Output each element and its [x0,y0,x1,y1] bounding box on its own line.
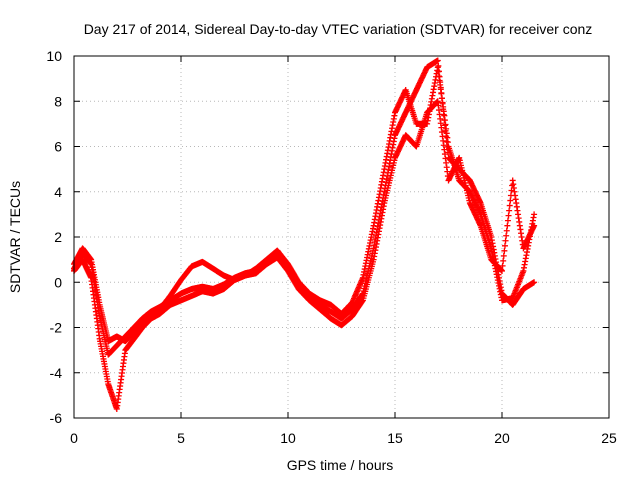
x-tick-label: 0 [70,430,78,446]
y-tick-label: 0 [54,274,62,290]
x-tick-label: 15 [387,430,403,446]
x-tick-label: 20 [494,430,510,446]
x-axis-title: GPS time / hours [287,457,394,473]
data-point [506,202,513,209]
data-point [531,211,538,218]
x-axis-ticks: 0 5 10 15 20 25 [70,56,617,446]
series-pass-3 [71,98,538,412]
data-point [505,212,512,219]
data-point [501,242,508,249]
data-point [503,232,510,239]
series-pass-1 [71,57,538,358]
data-point [531,279,538,286]
data-point [503,227,510,234]
y-tick-label: -4 [50,365,63,381]
x-tick-label: 10 [280,430,296,446]
data-point [501,247,508,254]
y-axis-title: SDTVAR / TECUs [7,181,23,293]
data-point [507,197,514,204]
x-tick-label: 5 [177,430,185,446]
series-pass-2 [71,64,538,345]
data-point [506,207,513,214]
y-tick-label: 8 [54,93,62,109]
x-tick-label: 25 [601,430,617,446]
y-tick-label: -6 [50,410,63,426]
data-point [434,57,441,64]
chart-title: Day 217 of 2014, Sidereal Day-to-day VTE… [84,21,593,37]
data-points [71,57,538,412]
data-point [499,267,505,274]
data-point [504,217,511,224]
y-tick-label: 2 [54,229,62,245]
data-point [500,252,507,259]
y-tick-label: 4 [54,184,62,200]
data-point [531,222,538,229]
y-tick-label: 6 [54,139,62,155]
data-point [502,237,509,244]
y-tick-label: 10 [46,48,62,64]
data-point [500,257,507,264]
y-axis-ticks: -6 -4 -2 0 2 4 6 8 10 [46,48,609,426]
data-point [504,222,511,229]
data-point [499,262,506,269]
y-tick-label: -2 [50,320,63,336]
